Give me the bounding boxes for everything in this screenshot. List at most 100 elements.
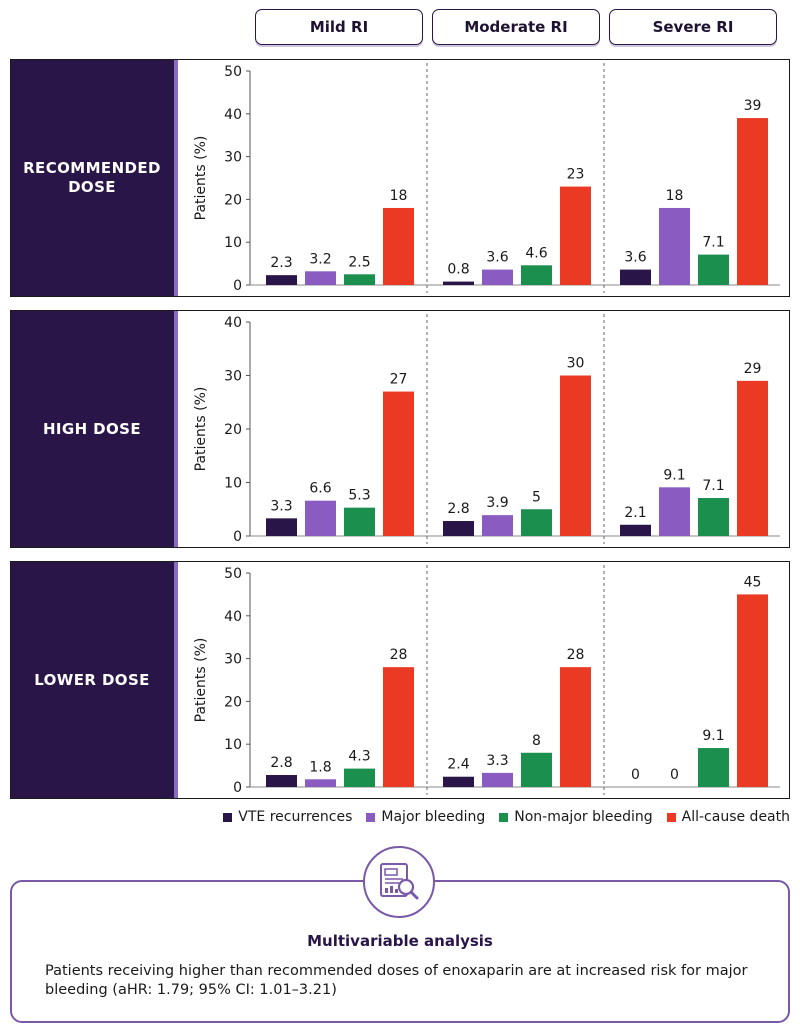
legend-label-non-major-bleeding: Non-major bleeding [514,809,653,825]
bar-0-0-3 [383,207,414,285]
data-label-0-2-0: 3.6 [624,250,646,266]
y-axis-label-0: Patients (%) [193,136,209,221]
data-label-1-1-0: 2.8 [447,501,469,517]
bar-2-1-2 [521,752,552,787]
column-header-severe-ri: Severe RI [609,9,777,45]
data-label-1-1-3: 30 [567,356,585,372]
bar-2-1-0 [443,776,474,787]
y-tick-label-0-1: 10 [224,235,242,251]
y-tick-label-1-0: 0 [233,529,242,545]
legend-item-all-cause-death: All-cause death [666,809,790,825]
data-label-2-2-1: 0 [670,767,679,783]
bar-0-1-2 [521,265,552,285]
data-label-1-2-3: 29 [744,361,762,377]
bar-0-2-0 [620,269,651,285]
bar-0-1-1 [482,269,513,285]
y-tick-label-2-3: 30 [224,652,242,668]
data-label-2-2-0: 0 [631,767,640,783]
bar-2-0-1 [305,779,336,787]
bar-1-1-2 [521,509,552,536]
legend-swatch-vte [223,812,233,822]
data-label-2-0-2: 4.3 [348,749,370,765]
legend-swatch-non-major-bleeding [499,812,509,822]
bar-1-1-0 [443,521,474,536]
bar-1-0-1 [305,500,336,536]
data-label-0-2-3: 39 [744,98,762,114]
y-tick-label-2-2: 20 [224,694,242,710]
data-label-0-0-2: 2.5 [348,254,370,270]
data-label-0-1-2: 4.6 [525,245,547,261]
document-magnifier-icon-graphic [380,863,419,900]
bar-1-0-2 [344,507,375,536]
data-label-1-0-2: 5.3 [348,488,370,504]
column-header-mild-ri: Mild RI [255,9,423,45]
data-label-1-1-1: 3.9 [486,495,508,511]
bar-0-0-1 [305,271,336,285]
data-label-0-2-2: 7.1 [702,235,724,251]
legend-swatch-all-cause-death [666,812,676,822]
data-label-1-1-2: 5 [532,489,541,505]
legend-item-non-major-bleeding: Non-major bleeding [499,809,653,825]
bar-2-2-2 [698,748,729,787]
data-label-1-0-1: 6.6 [309,481,331,497]
legend-label-major-bleeding: Major bleeding [381,809,486,825]
legend-swatch-major-bleeding [366,812,376,822]
y-tick-label-2-4: 40 [224,609,242,625]
bar-1-1-3 [560,375,591,536]
data-label-2-1-0: 2.4 [447,757,469,773]
legend-item-major-bleeding: Major bleeding [366,809,485,825]
data-label-2-1-1: 3.3 [486,753,508,769]
data-label-0-1-0: 0.8 [447,262,469,278]
y-tick-label-2-5: 50 [224,566,242,582]
bar-2-0-0 [266,775,297,787]
bar-1-2-3 [737,380,768,536]
bar-2-0-3 [383,667,414,787]
data-label-0-0-0: 2.3 [270,255,292,271]
y-tick-label-1-4: 40 [224,315,242,331]
y-tick-label-1-2: 20 [224,422,242,438]
data-label-0-0-1: 3.2 [309,251,331,267]
data-label-0-2-1: 18 [666,188,684,204]
y-tick-label-2-0: 0 [233,780,242,796]
bar-0-1-3 [560,186,591,285]
bar-0-2-3 [737,118,768,285]
data-label-0-0-3: 18 [390,188,408,204]
data-label-0-1-3: 23 [567,167,585,183]
data-label-2-0-1: 1.8 [309,759,331,775]
analysis-text: Patients receiving higher than recommend… [45,963,748,998]
data-label-1-2-1: 9.1 [663,467,685,483]
data-label-2-1-2: 8 [532,733,541,749]
data-label-1-2-0: 2.1 [624,505,646,521]
row-label-recommended-dose: RECOMMENDED DOSE [10,59,178,297]
bar-1-0-3 [383,391,414,536]
y-axis-label-1: Patients (%) [193,387,209,472]
document-magnifier-icon [363,846,435,918]
bar-0-2-1 [659,207,690,285]
legend: VTE recurrences Major bleeding Non-major… [223,809,790,825]
bar-0-1-0 [443,281,474,285]
data-label-2-2-2: 9.1 [702,728,724,744]
row-label-high-dose: HIGH DOSE [10,310,178,548]
bar-2-0-2 [344,768,375,787]
bar-2-2-3 [737,594,768,787]
legend-label-all-cause-death: All-cause death [681,809,790,825]
bar-0-2-2 [698,254,729,285]
data-label-1-0-3: 27 [390,372,408,388]
bar-2-1-1 [482,772,513,787]
bar-1-2-0 [620,524,651,536]
data-label-2-1-3: 28 [567,647,585,663]
row-label-lower-dose: LOWER DOSE [10,561,178,799]
y-tick-label-0-0: 0 [233,278,242,294]
y-tick-label-1-3: 30 [224,369,242,385]
legend-label-vte: VTE recurrences [238,809,353,825]
y-tick-label-0-2: 20 [224,192,242,208]
data-label-2-0-0: 2.8 [270,755,292,771]
bar-1-1-1 [482,515,513,536]
y-tick-label-0-4: 40 [224,107,242,123]
y-tick-label-0-5: 50 [224,64,242,80]
y-tick-label-1-1: 10 [224,476,242,492]
bar-0-0-2 [344,274,375,285]
y-axis-label-2: Patients (%) [193,638,209,723]
bar-0-0-0 [266,275,297,285]
